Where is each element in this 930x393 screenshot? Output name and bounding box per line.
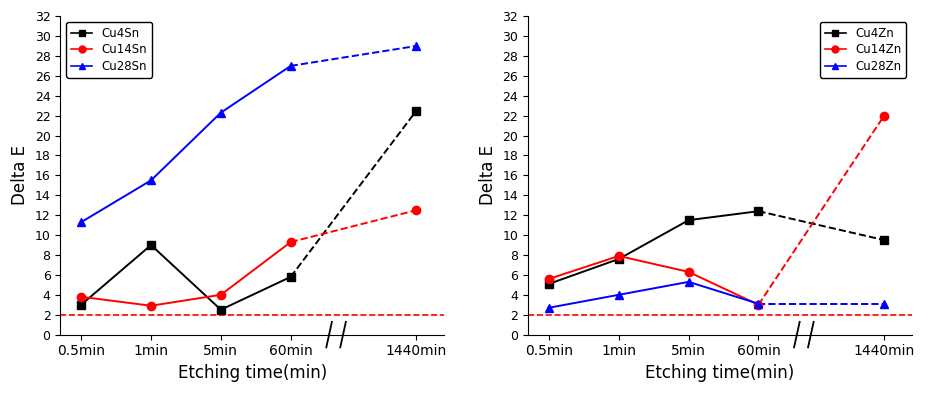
Legend: Cu4Zn, Cu14Zn, Cu28Zn: Cu4Zn, Cu14Zn, Cu28Zn — [820, 22, 906, 77]
Y-axis label: Delta E: Delta E — [479, 145, 497, 206]
X-axis label: Etching time(min): Etching time(min) — [645, 364, 795, 382]
Y-axis label: Delta E: Delta E — [11, 145, 29, 206]
X-axis label: Etching time(min): Etching time(min) — [178, 364, 327, 382]
Legend: Cu4Sn, Cu14Sn, Cu28Sn: Cu4Sn, Cu14Sn, Cu28Sn — [66, 22, 152, 77]
